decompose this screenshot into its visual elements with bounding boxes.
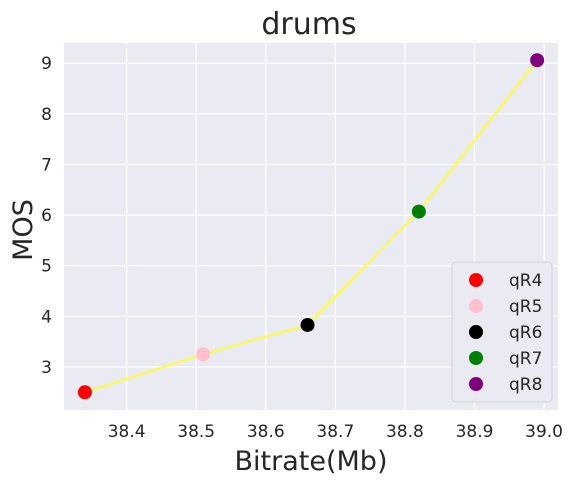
x-tick-label: 38.9 — [456, 422, 494, 442]
x-tick-label: 38.6 — [247, 422, 285, 442]
y-tick-label: 8 — [41, 105, 52, 125]
y-axis-ticks: 3 4 5 6 7 8 9 — [41, 54, 52, 378]
x-axis-ticks: 38.4 38.5 38.6 38.7 38.8 38.9 39.0 — [108, 422, 563, 442]
y-axis-label: MOS — [8, 199, 39, 261]
x-axis-label: Bitrate(Mb) — [235, 446, 388, 477]
legend-label-qR6: qR6 — [509, 323, 542, 343]
x-tick-label: 38.8 — [386, 422, 424, 442]
y-tick-label: 7 — [41, 155, 52, 175]
legend-marker-qR5 — [469, 299, 483, 313]
legend-label-qR8: qR8 — [509, 375, 542, 395]
y-tick-label: 9 — [41, 54, 52, 74]
data-point-qR7 — [411, 204, 426, 219]
x-tick-label: 38.7 — [316, 422, 354, 442]
legend-box — [451, 261, 553, 403]
data-points — [77, 53, 545, 400]
x-tick-label: 39.0 — [525, 422, 563, 442]
y-tick-label: 3 — [41, 358, 52, 378]
legend-marker-qR8 — [469, 377, 483, 391]
legend-label-qR5: qR5 — [509, 297, 542, 317]
data-point-qR8 — [530, 53, 545, 68]
data-point-qR6 — [300, 317, 315, 332]
legend-marker-qR6 — [469, 325, 483, 339]
legend-marker-qR4 — [469, 273, 483, 287]
legend-label-qR4: qR4 — [509, 271, 542, 291]
data-point-qR5 — [196, 347, 211, 362]
y-tick-label: 6 — [41, 206, 52, 226]
chart-title: drums — [261, 7, 356, 42]
legend-marker-qR7 — [469, 351, 483, 365]
y-tick-label: 5 — [41, 257, 52, 277]
data-point-qR4 — [77, 385, 92, 400]
y-tick-label: 4 — [41, 307, 52, 327]
legend-label-qR7: qR7 — [509, 349, 542, 369]
x-tick-label: 38.5 — [177, 422, 215, 442]
x-tick-label: 38.4 — [108, 422, 146, 442]
legend: qR4 qR5 qR6 qR7 qR8 — [451, 261, 553, 403]
